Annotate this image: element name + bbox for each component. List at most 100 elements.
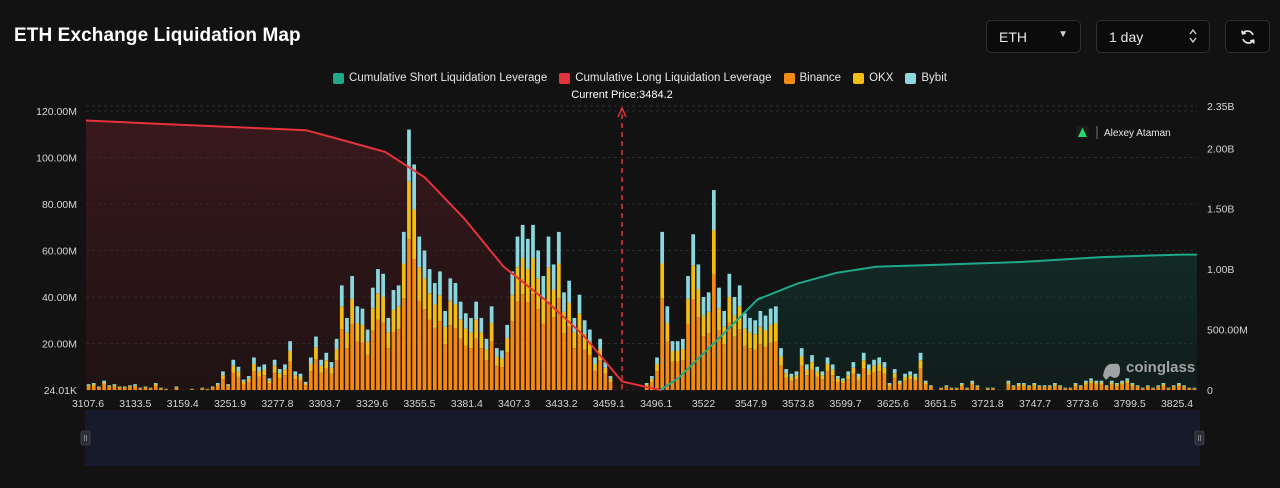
bar-bybit [257, 366, 261, 372]
bar-binance [236, 376, 241, 390]
bar-bybit [365, 329, 370, 342]
bar-bybit [1022, 383, 1026, 385]
legend-item-binance[interactable]: Binance [783, 72, 841, 84]
bar-binance [1109, 384, 1114, 390]
bar-okx [112, 385, 117, 387]
period-select[interactable]: 1 day [1096, 20, 1210, 53]
bar-okx [1109, 382, 1114, 385]
bar-binance [773, 341, 778, 390]
watermark-brand: coinglass [1103, 359, 1195, 380]
bar-okx [1182, 386, 1186, 388]
y-axis-left: 24.01K 20.00M 40.00M 60.00M 80.00M 100.00M 120… [36, 106, 77, 397]
bar-bybit [1037, 385, 1042, 387]
bar-okx [531, 257, 535, 295]
bar-bybit [960, 383, 964, 385]
bar-binance [453, 327, 458, 390]
range-slider-right-handle[interactable] [1194, 430, 1205, 446]
range-slider[interactable] [80, 410, 1205, 466]
bar-binance [339, 329, 344, 390]
bar-binance [1063, 388, 1068, 390]
x-tick-label: 3721.8 [972, 398, 1004, 410]
bar-binance [836, 381, 840, 390]
bar-binance [737, 329, 742, 390]
range-slider-left-handle[interactable] [80, 430, 91, 446]
bar-binance [975, 387, 980, 390]
bar-okx [985, 388, 990, 389]
bar-binance [742, 345, 747, 390]
bar-okx [257, 371, 261, 377]
x-tick-label: 3522 [692, 398, 716, 410]
bar-bybit [1042, 385, 1047, 387]
bar-bybit [453, 283, 458, 305]
x-tick-label: 3381.4 [451, 398, 483, 410]
bar-okx [675, 350, 680, 362]
range-slider-track [85, 410, 1200, 466]
bar-binance [696, 317, 701, 390]
bar-binance [107, 387, 112, 390]
bar-binance [582, 349, 587, 390]
bar-binance [407, 238, 411, 390]
bar-okx [143, 387, 148, 388]
bar-okx [107, 386, 112, 388]
bar-bybit [856, 373, 861, 377]
bar-okx [758, 326, 763, 345]
bar-okx [1032, 384, 1037, 386]
bar-binance [525, 302, 530, 390]
bar-binance [877, 371, 882, 390]
bar-bybit [443, 310, 447, 327]
bar-bybit [572, 317, 577, 333]
bar-okx [655, 363, 659, 372]
bar-binance [314, 358, 318, 390]
bar-binance [1058, 387, 1062, 390]
bar-binance [680, 360, 685, 390]
bar-binance [1042, 387, 1047, 390]
bar-bybit [918, 352, 923, 361]
bar-okx [1016, 384, 1021, 386]
watermark-user: Alexey Ataman [1076, 126, 1171, 139]
bar-okx [830, 369, 835, 376]
legend-item-short-cum[interactable]: Cumulative Short Liquidation Leverage [333, 72, 547, 84]
bar-okx [515, 267, 520, 301]
refresh-button[interactable] [1225, 20, 1270, 53]
bar-okx [1156, 386, 1161, 388]
bar-bybit [768, 308, 773, 325]
bar-binance [200, 388, 205, 390]
bar-bybit [748, 317, 752, 333]
bar-bybit [376, 269, 380, 294]
bar-binance [1037, 387, 1042, 390]
bar-binance [603, 373, 608, 390]
bar-bybit [789, 373, 794, 377]
bar-bybit [841, 378, 845, 381]
legend-item-bybit[interactable]: Bybit [905, 72, 947, 84]
bar-bybit [107, 385, 112, 387]
bar-bybit [763, 315, 768, 331]
x-tick-label: 3159.4 [167, 398, 199, 410]
bar-bybit [386, 317, 391, 333]
bar-binance [257, 376, 261, 390]
bar-okx [370, 308, 375, 331]
bar-okx [1047, 386, 1052, 388]
bar-bybit [1006, 380, 1011, 383]
bar-bybit [510, 271, 515, 296]
bar-binance [675, 361, 680, 390]
bar-binance [308, 371, 313, 390]
bar-okx [577, 313, 582, 335]
bar-okx [1094, 382, 1099, 385]
bar-okx [376, 293, 380, 320]
legend-item-long-cum[interactable]: Cumulative Long Liquidation Leverage [559, 72, 772, 84]
bar-okx [463, 328, 468, 346]
bar-bybit [872, 359, 876, 366]
bar-binance [484, 360, 489, 390]
symbol-select[interactable]: ETH ▼ [986, 20, 1081, 53]
bar-bybit [1104, 385, 1109, 387]
bar-okx [339, 306, 344, 330]
bar-bybit [1016, 383, 1021, 385]
bar-bybit [122, 386, 127, 388]
bar-okx [593, 363, 597, 372]
bar-bybit [861, 352, 866, 361]
bar-bybit [221, 371, 225, 376]
bar-bybit [794, 371, 799, 376]
bar-bybit [469, 317, 473, 333]
bar-okx [381, 297, 385, 323]
legend-item-okx[interactable]: OKX [853, 72, 893, 84]
